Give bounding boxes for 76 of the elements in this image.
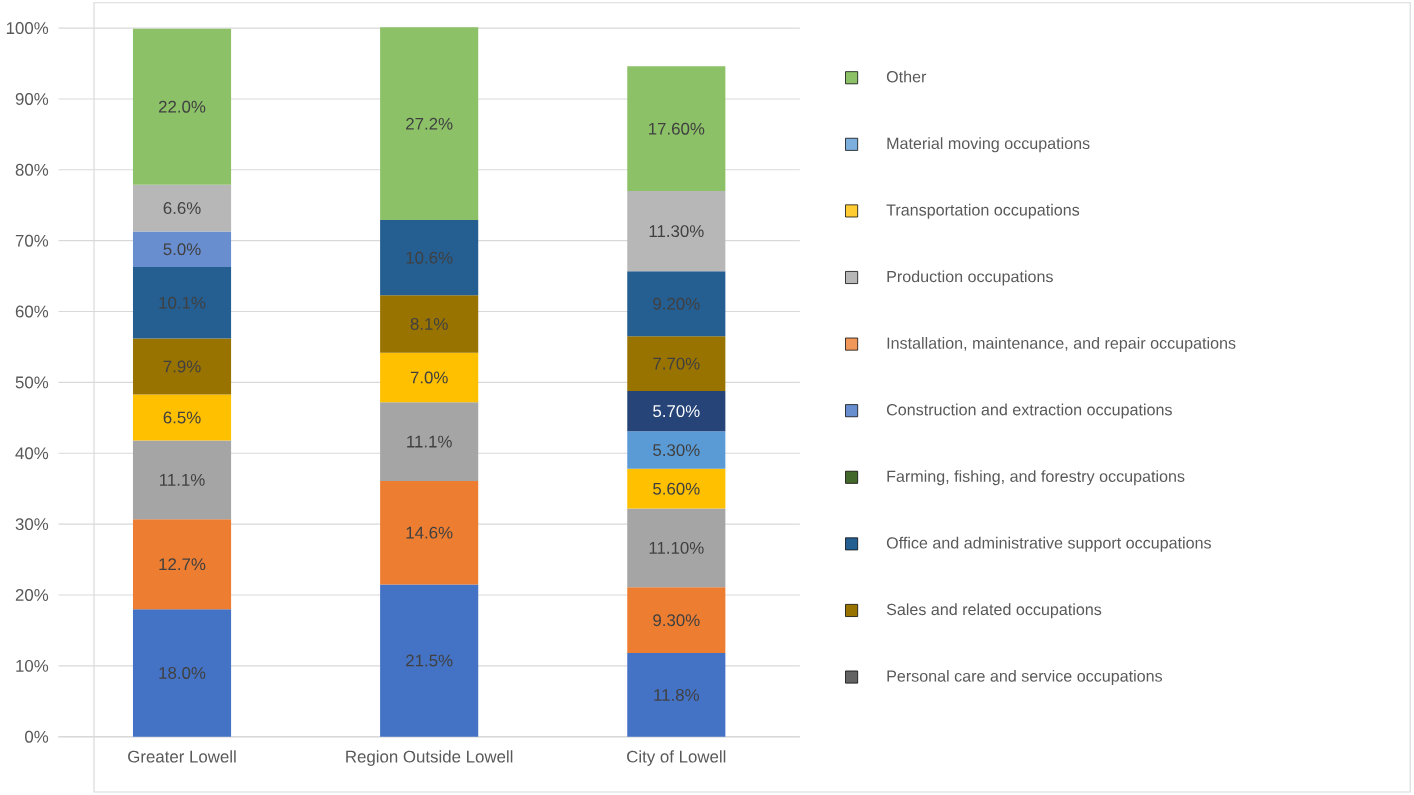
bar (380, 481, 479, 585)
legend-label: Farming, fishing, and forestry occupations (887, 470, 1185, 486)
data-label: 11.30% (649, 225, 704, 238)
data-label: 11.10% (649, 542, 704, 554)
legend-label: Sales and related occupations (886, 603, 1102, 619)
data-label: 7.9% (163, 360, 201, 373)
data-label: 8.1% (410, 318, 448, 331)
data-label: 5.60% (653, 482, 700, 495)
bar (132, 338, 232, 395)
bar (380, 352, 479, 403)
legend-label: Installation, maintenance, and repair occupations (887, 337, 1236, 353)
data-label: 7.0% (410, 371, 448, 384)
data-label: 14.6% (406, 526, 453, 539)
y-tick-label: 50% (15, 376, 49, 389)
y-tick-label: 40% (15, 447, 49, 460)
bar (627, 391, 726, 432)
legend-label: Other (886, 70, 927, 83)
bar (132, 609, 232, 737)
bar (132, 184, 232, 232)
y-tick-label: 60% (15, 305, 49, 318)
y-tick-label: 20% (15, 589, 49, 602)
y-tick-label: 70% (15, 234, 49, 247)
data-label: 10.6% (406, 251, 453, 264)
bar (380, 27, 479, 221)
data-label: 18.0% (159, 667, 206, 680)
bar (132, 28, 232, 185)
data-label: 11.8% (654, 689, 699, 702)
bar (380, 220, 479, 296)
bar (627, 431, 726, 469)
data-label: 9.30% (653, 614, 700, 627)
bar (627, 468, 726, 509)
data-label: 6.6% (163, 202, 201, 215)
data-label: 12.7% (159, 558, 206, 571)
bar (132, 519, 232, 610)
data-label: 6.5% (163, 411, 201, 424)
bar (627, 191, 726, 272)
data-label: 10.1% (159, 296, 206, 309)
bar (627, 336, 726, 392)
data-label: 11.1% (407, 435, 452, 448)
legend-label: Production occupations (887, 270, 1053, 286)
legend-label: Office and administrative support occupations (886, 536, 1211, 552)
data-label: 5.70% (653, 405, 700, 418)
y-tick-label: 30% (15, 518, 49, 531)
legend-label: Material moving occupations (887, 137, 1090, 153)
y-tick-label: 0% (25, 730, 49, 743)
x-tick-label: Region Outside Lowell (346, 750, 513, 767)
legend-label: Personal care and service occupations (887, 670, 1163, 686)
data-label: 5.0% (163, 243, 201, 256)
x-tick-label: City of Lowell (627, 750, 726, 767)
data-label: 22.0% (158, 100, 206, 113)
legend-label: Transportation occupations (886, 203, 1080, 219)
data-label: 27.2% (406, 117, 453, 130)
data-label: 5.30% (653, 444, 700, 457)
y-tick-label: 10% (16, 660, 49, 672)
data-label: 7.70% (653, 357, 700, 370)
bar (132, 231, 232, 267)
bar (380, 295, 479, 353)
bar (132, 394, 232, 441)
legend-label: Construction and extraction occupations (886, 403, 1172, 419)
y-tick-label: 90% (15, 93, 49, 106)
x-tick-label: Greater Lowell (128, 750, 236, 763)
bar (132, 440, 232, 520)
y-tick-label: 100% (6, 22, 49, 35)
bar (627, 587, 726, 654)
data-label: 17.60% (649, 122, 705, 135)
data-label: 9.20% (653, 297, 700, 310)
bar (380, 584, 479, 737)
data-label: 11.1% (160, 474, 205, 486)
bar (627, 271, 726, 337)
bar (132, 267, 232, 339)
y-tick-label: 80% (15, 163, 49, 176)
bar (627, 508, 726, 588)
data-label: 21.5% (406, 654, 453, 667)
bar (627, 66, 726, 192)
bar (627, 653, 726, 737)
bar (380, 402, 479, 482)
